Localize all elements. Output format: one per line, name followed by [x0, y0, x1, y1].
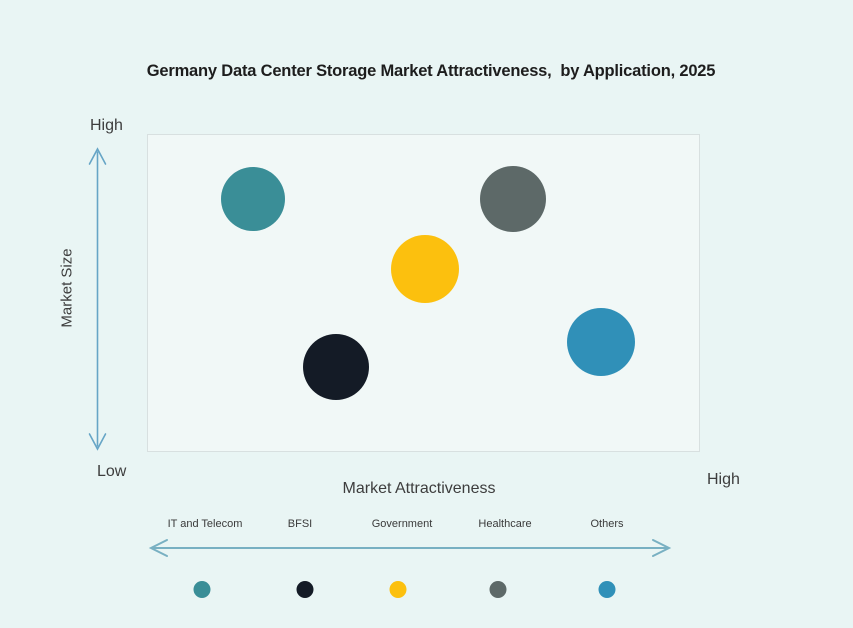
- legend-label-bfsi: BFSI: [287, 518, 313, 530]
- bubble-government: [390, 234, 459, 303]
- legend-dot-healthcare: [489, 581, 507, 598]
- legend-dot-others: [598, 581, 616, 598]
- y-axis-high-label: High: [90, 117, 123, 134]
- plot-area: [147, 134, 700, 452]
- bubble-it-and-telecom: [221, 166, 286, 231]
- legend-dot-government: [389, 581, 407, 598]
- x-axis-high-label: High: [707, 471, 740, 488]
- y-axis-title: Market Size: [58, 248, 76, 328]
- legend-label-others: Others: [590, 518, 624, 530]
- legend-dot-bfsi: [296, 581, 314, 598]
- legend-label-it-and-telecom: IT and Telecom: [167, 518, 243, 530]
- y-axis-low-label: Low: [97, 463, 127, 480]
- bubble-bfsi: [303, 334, 370, 401]
- legend-dot-it-and-telecom: [193, 581, 211, 598]
- legend-label-government: Government: [371, 518, 433, 530]
- bubble-healthcare: [479, 165, 546, 232]
- chart-title: Germany Data Center Storage Market Attra…: [146, 62, 716, 80]
- y-axis-arrow: [88, 147, 107, 451]
- legend-axis-arrow: [148, 539, 672, 557]
- x-axis-title: Market Attractiveness: [342, 480, 496, 497]
- legend-label-healthcare: Healthcare: [478, 518, 532, 530]
- bubble-others: [567, 307, 636, 376]
